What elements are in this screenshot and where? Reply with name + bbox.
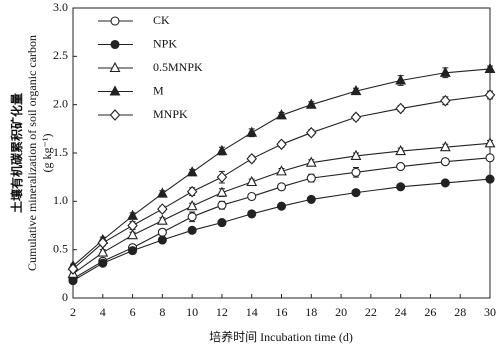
data-point — [440, 94, 451, 107]
y-tick-label: 1.5 — [53, 145, 68, 159]
data-point — [306, 194, 316, 204]
plot-frame — [72, 7, 491, 299]
data-point — [484, 62, 496, 73]
data-point — [395, 144, 407, 156]
x-tick-label: 30 — [484, 305, 496, 319]
data-point — [485, 153, 495, 163]
data-point — [247, 191, 257, 202]
data-point — [247, 209, 257, 219]
data-point — [127, 219, 138, 232]
x-tick-label: 24 — [395, 305, 407, 319]
data-point — [157, 203, 168, 215]
x-tick-label: 22 — [365, 305, 377, 319]
y-tick-label: 0.5 — [53, 241, 68, 255]
data-point — [98, 258, 108, 268]
data-point — [440, 178, 450, 188]
data-point — [305, 156, 317, 167]
legend-label: NPK — [153, 36, 177, 50]
data-point — [306, 173, 316, 183]
y-tick-label: 2.5 — [53, 48, 68, 62]
x-tick-label: 6 — [130, 305, 136, 319]
x-tick-label: 14 — [246, 305, 258, 319]
data-point — [276, 138, 287, 151]
y-tick-label: 3.0 — [53, 0, 68, 14]
series-line — [72, 94, 491, 270]
y-axis-label: Cumulative mineralization of soil organi… — [25, 35, 39, 271]
data-point — [186, 199, 198, 211]
y-axis-label: (g kg⁻¹) — [40, 134, 54, 173]
data-point — [350, 149, 362, 160]
x-tick-label: 10 — [186, 305, 198, 319]
legend-marker — [110, 16, 120, 26]
data-point — [216, 171, 228, 183]
data-point — [351, 167, 361, 177]
data-point — [127, 228, 138, 240]
data-point — [156, 214, 168, 225]
x-tick-label: 12 — [216, 305, 228, 319]
data-point — [439, 141, 451, 152]
data-point — [67, 263, 79, 275]
legend-label: CK — [153, 13, 170, 27]
data-point — [484, 137, 496, 148]
data-point — [157, 235, 167, 245]
data-point — [186, 166, 198, 177]
x-tick-label: 20 — [335, 305, 347, 319]
data-point — [127, 209, 138, 220]
x-tick-label: 2 — [70, 305, 76, 319]
legend-label: 0.5MNPK — [153, 60, 203, 74]
legend-label: MNPK — [153, 107, 188, 121]
data-point — [276, 182, 287, 192]
data-point — [217, 200, 227, 210]
data-point — [396, 161, 406, 172]
data-point — [305, 98, 317, 109]
data-point — [396, 182, 406, 192]
data-point — [187, 212, 197, 222]
data-point — [246, 126, 258, 137]
legend-marker — [109, 85, 121, 96]
data-point — [276, 109, 287, 120]
data-point — [350, 84, 362, 96]
data-point — [395, 102, 406, 115]
y-tick-label: 0 — [62, 290, 68, 304]
data-point — [156, 187, 168, 198]
x-tick-label: 18 — [305, 305, 317, 319]
data-point — [97, 246, 109, 257]
y-tick-label: 1.0 — [53, 193, 68, 207]
data-point — [216, 144, 228, 156]
data-point — [216, 186, 228, 197]
data-point — [186, 185, 198, 198]
legend-label: M — [153, 83, 164, 97]
x-tick-label: 4 — [100, 305, 106, 319]
data-point — [128, 246, 138, 256]
y-tick-label: 2.0 — [53, 96, 68, 110]
data-point — [157, 227, 167, 237]
y-axis-label: 土壤有机碳累积矿化量 — [9, 93, 24, 213]
data-point — [97, 237, 109, 249]
data-point — [485, 174, 495, 184]
legend-marker — [109, 109, 121, 121]
data-point — [395, 74, 407, 85]
data-point — [440, 157, 450, 167]
data-point — [350, 111, 362, 124]
legend-marker — [109, 61, 121, 73]
data-point — [217, 218, 227, 228]
data-point — [276, 201, 287, 211]
data-point — [187, 225, 197, 235]
data-point — [484, 89, 496, 101]
x-axis-label: 培养时间 Incubation time (d) — [209, 329, 353, 344]
data-point — [351, 188, 361, 198]
data-point — [246, 152, 257, 165]
data-point — [439, 66, 451, 77]
data-point — [246, 175, 258, 187]
legend-marker — [110, 39, 120, 50]
x-tick-label: 16 — [276, 305, 288, 319]
data-point — [276, 165, 287, 176]
x-tick-label: 26 — [424, 305, 436, 319]
x-tick-label: 8 — [159, 305, 165, 319]
data-point — [306, 126, 317, 139]
x-tick-label: 28 — [454, 305, 466, 319]
